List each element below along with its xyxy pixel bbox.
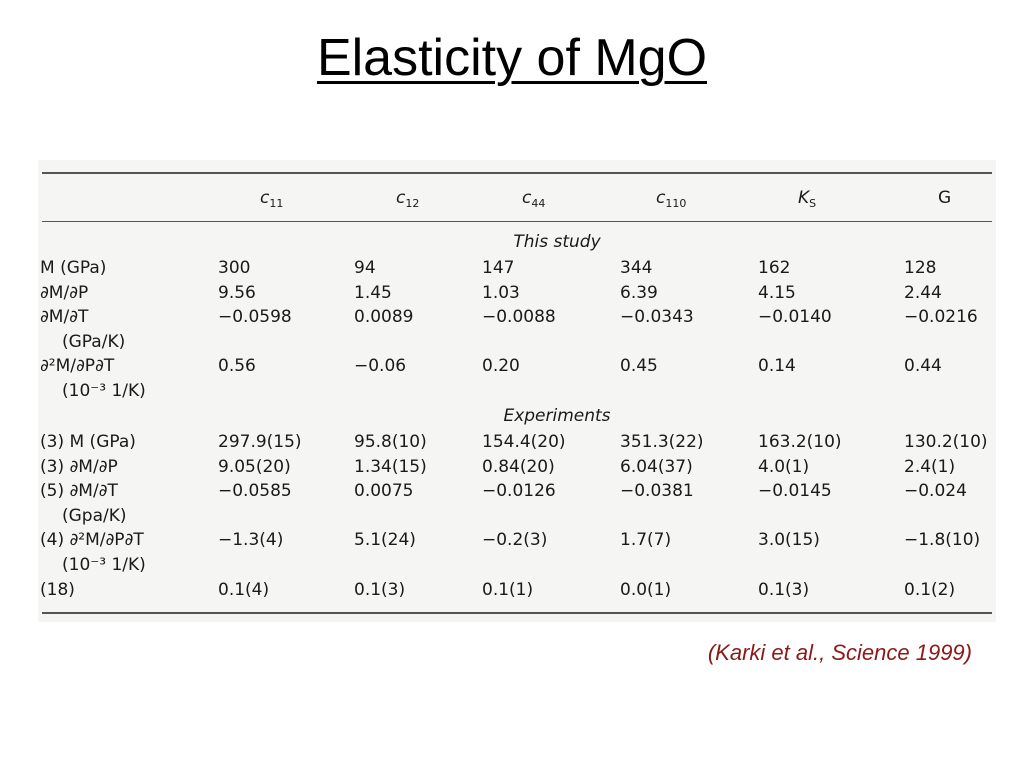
- table-cell: 154.4(20): [482, 432, 566, 452]
- table-cell: 0.1(3): [354, 579, 406, 600]
- row-label: M (GPa): [40, 258, 107, 278]
- table-cell: −1.3(4): [218, 530, 284, 551]
- section-heading-text: This study: [513, 232, 601, 252]
- slide-title: Elasticity of MgO: [316, 29, 708, 87]
- row-label: ∂M/∂P: [40, 282, 89, 303]
- table-cell: −0.0088: [482, 307, 556, 328]
- table-cell: 128: [904, 258, 937, 278]
- table-cell: 351.3(22): [620, 432, 704, 452]
- table-cell: 1.34(15): [354, 456, 427, 477]
- bottom-rule: [42, 612, 992, 614]
- table-cell: 95.8(10): [354, 432, 427, 452]
- row-label: ∂²M/∂P∂T: [40, 356, 115, 377]
- column-header-symbol: c: [260, 188, 270, 208]
- table-cell: 0.84(20): [482, 456, 555, 477]
- table-cell: 2.4(1): [904, 456, 956, 477]
- column-header-subscript: 44: [531, 197, 546, 210]
- table-cell: 4.0(1): [758, 456, 810, 477]
- table-cell: 0.0(1): [620, 579, 672, 600]
- table-cell: 0.45: [620, 356, 658, 377]
- table-cell: −1.8(10): [904, 530, 981, 551]
- row-label: (3) ∂M/∂P: [40, 456, 118, 477]
- row-label: (5) ∂M/∂T: [40, 481, 118, 502]
- column-header-subscript: 12: [405, 197, 420, 210]
- table-cell: 163.2(10): [758, 432, 842, 452]
- column-header-subscript: S: [809, 197, 817, 210]
- row-label: (18): [40, 579, 75, 600]
- table-cell: 0.20: [482, 356, 520, 377]
- column-header-symbol: c: [656, 188, 666, 208]
- table-cell: 1.7(7): [620, 530, 672, 551]
- table-cell: 9.56: [218, 282, 256, 303]
- column-header: c44: [522, 188, 545, 210]
- column-header: c110: [656, 188, 686, 210]
- column-header-subscript: 11: [269, 197, 284, 210]
- row-unit-label: (10⁻³ 1/K): [62, 555, 146, 575]
- table-cell: 297.9(15): [218, 432, 302, 452]
- table-cell: 0.0075: [354, 481, 414, 502]
- table-cell: −0.0216: [904, 307, 978, 328]
- table-cell: −0.024: [904, 481, 967, 502]
- table-cell: 162: [758, 258, 791, 278]
- column-header-subscript: 110: [665, 197, 687, 210]
- column-header: KS: [798, 188, 816, 210]
- table-cell: 6.39: [620, 282, 658, 303]
- row-label: (4) ∂²M/∂P∂T: [40, 530, 144, 551]
- citation: (Karki et al., Science 1999): [707, 640, 972, 665]
- section-heading: This study: [38, 232, 996, 252]
- table-cell: 147: [482, 258, 515, 278]
- row-label: (3) M (GPa): [40, 432, 136, 452]
- table-cell: 0.1(1): [482, 579, 534, 600]
- header-rule: [42, 221, 992, 222]
- row-unit-label: (GPa/K): [62, 331, 126, 352]
- column-header: c12: [396, 188, 419, 210]
- table-cell: −0.0585: [218, 481, 292, 502]
- column-header-symbol: c: [522, 188, 532, 208]
- table-cell: −0.0381: [620, 481, 694, 502]
- scanned-table: c11 c12 c44 c110 KS G This study M (GPa) 300 94 14…: [38, 160, 996, 622]
- table-cell: −0.0126: [482, 481, 556, 502]
- table-cell: 2.44: [904, 282, 942, 303]
- top-rule: [42, 172, 992, 174]
- table-cell: 6.04(37): [620, 456, 693, 477]
- column-header-symbol: c: [396, 188, 406, 208]
- row-label: ∂M/∂T: [40, 307, 89, 328]
- table-cell: 9.05(20): [218, 456, 291, 477]
- table-cell: 0.1(4): [218, 579, 270, 600]
- column-header: G: [938, 188, 951, 208]
- table-cell: 0.1(2): [904, 579, 956, 600]
- column-header-symbol: G: [938, 188, 952, 208]
- table-cell: 1.03: [482, 282, 520, 303]
- table-cell: −0.06: [354, 356, 407, 377]
- table-cell: 344: [620, 258, 653, 278]
- table-cell: 5.1(24): [354, 530, 416, 551]
- table-cell: 0.14: [758, 356, 796, 377]
- table-cell: −0.0140: [758, 307, 832, 328]
- table-cell: 0.1(3): [758, 579, 810, 600]
- section-heading-text: Experiments: [503, 406, 611, 426]
- table-cell: −0.0598: [218, 307, 292, 328]
- column-header-symbol: K: [798, 188, 810, 208]
- table-cell: 0.0089: [354, 307, 414, 328]
- table-cell: 0.56: [218, 356, 256, 377]
- table-cell: −0.0343: [620, 307, 694, 328]
- table-cell: 0.44: [904, 356, 942, 377]
- row-unit-label: (Gpa/K): [62, 505, 127, 526]
- table-cell: 4.15: [758, 282, 796, 303]
- table-cell: 94: [354, 258, 376, 278]
- column-header: c11: [260, 188, 283, 210]
- table-cell: −0.2(3): [482, 530, 548, 551]
- table-cell: 1.45: [354, 282, 392, 303]
- table-cell: −0.0145: [758, 481, 832, 502]
- table-cell: 130.2(10): [904, 432, 988, 452]
- section-heading: Experiments: [38, 406, 996, 426]
- table-cell: 300: [218, 258, 251, 278]
- row-unit-label: (10⁻³ 1/K): [62, 381, 146, 401]
- table-cell: 3.0(15): [758, 530, 820, 551]
